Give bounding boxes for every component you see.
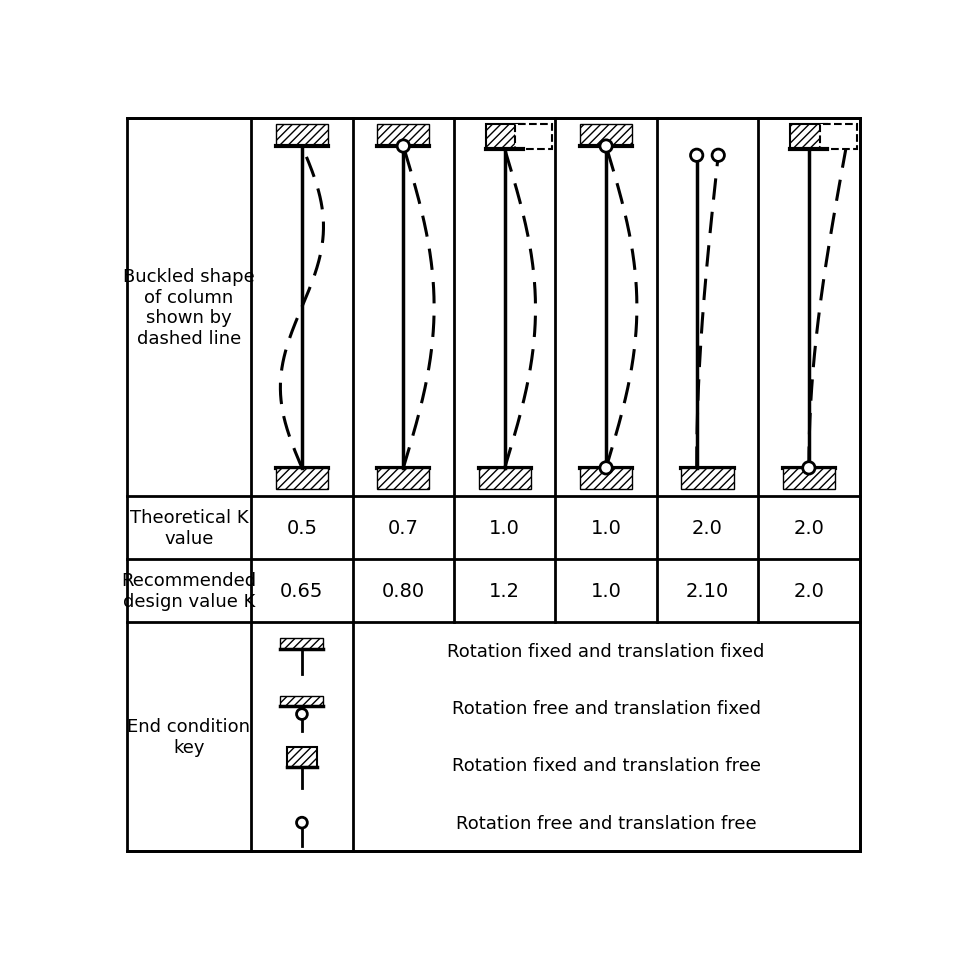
- Text: 0.5: 0.5: [286, 518, 317, 537]
- Text: 0.7: 0.7: [387, 518, 418, 537]
- Text: Rotation fixed and translation free: Rotation fixed and translation free: [451, 756, 760, 775]
- Circle shape: [296, 818, 307, 828]
- Circle shape: [690, 150, 702, 162]
- Bar: [790, 125, 826, 150]
- Text: 1.0: 1.0: [590, 518, 621, 537]
- Bar: [276, 468, 328, 490]
- Circle shape: [600, 462, 611, 475]
- Bar: [280, 638, 323, 650]
- Bar: [579, 125, 631, 147]
- Bar: [515, 125, 552, 150]
- Text: End condition
key: End condition key: [127, 718, 250, 756]
- Text: 1.2: 1.2: [489, 581, 520, 601]
- Text: Recommended
design value K: Recommended design value K: [121, 571, 257, 610]
- Bar: [478, 468, 530, 490]
- Circle shape: [296, 709, 307, 720]
- Bar: [280, 696, 323, 706]
- Text: 2.0: 2.0: [691, 518, 722, 537]
- Bar: [680, 468, 733, 490]
- Text: 2.0: 2.0: [793, 581, 824, 601]
- Text: 2.10: 2.10: [685, 581, 728, 601]
- Circle shape: [600, 140, 611, 153]
- Text: 1.0: 1.0: [489, 518, 520, 537]
- Text: 0.65: 0.65: [280, 581, 323, 601]
- Bar: [276, 125, 328, 147]
- Bar: [579, 468, 631, 490]
- Text: Rotation fixed and translation fixed: Rotation fixed and translation fixed: [447, 642, 764, 660]
- Bar: [819, 125, 855, 150]
- Bar: [377, 125, 429, 147]
- Circle shape: [801, 462, 814, 475]
- Circle shape: [711, 150, 724, 162]
- Text: Buckled shape
of column
shown by
dashed line: Buckled shape of column shown by dashed …: [123, 267, 255, 348]
- Text: Rotation free and translation free: Rotation free and translation free: [456, 814, 755, 832]
- Text: 2.0: 2.0: [793, 518, 824, 537]
- Bar: [485, 125, 523, 150]
- Text: Rotation free and translation fixed: Rotation free and translation fixed: [451, 700, 760, 717]
- Text: Theoretical K
value: Theoretical K value: [130, 508, 248, 547]
- Bar: [782, 468, 834, 490]
- Bar: [286, 747, 317, 767]
- Bar: [377, 468, 429, 490]
- Text: 0.80: 0.80: [382, 581, 425, 601]
- Text: 1.0: 1.0: [590, 581, 621, 601]
- Circle shape: [397, 140, 409, 153]
